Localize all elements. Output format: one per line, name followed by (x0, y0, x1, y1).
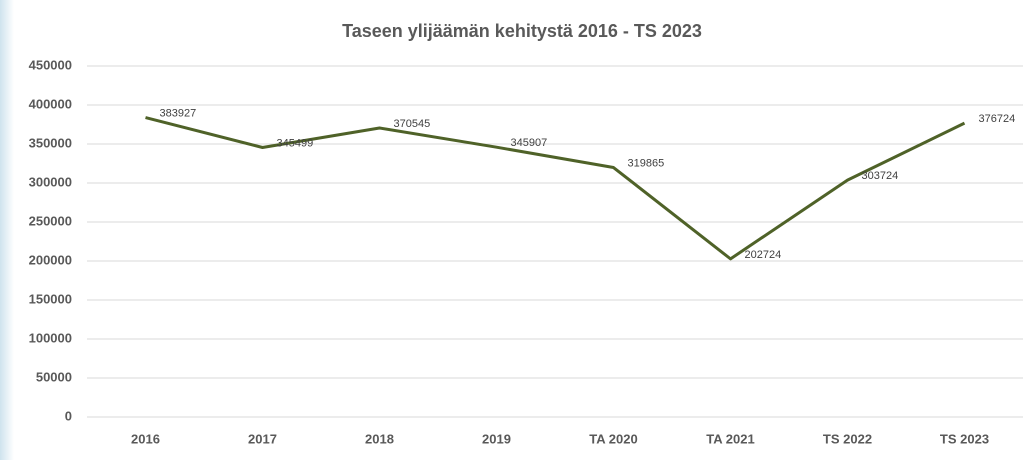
data-label: 319865 (628, 157, 665, 169)
y-tick-label: 400000 (29, 96, 72, 111)
data-label: 383927 (160, 107, 197, 119)
x-tick-label: TS 2023 (940, 431, 989, 446)
slide-edge (0, 0, 14, 460)
y-tick-label: 350000 (29, 135, 72, 150)
y-tick-label: 100000 (29, 330, 72, 345)
x-tick-label: TA 2021 (706, 431, 754, 446)
data-label: 370545 (394, 118, 431, 130)
x-tick-label: 2017 (248, 431, 277, 446)
y-tick-label: 200000 (29, 252, 72, 267)
chart-title: Taseen ylijäämän kehitystä 2016 - TS 202… (342, 21, 702, 41)
data-label: 345907 (511, 137, 548, 149)
x-tick-label: TS 2022 (823, 431, 872, 446)
x-tick-label: TA 2020 (589, 431, 637, 446)
x-tick-label: 2019 (482, 431, 511, 446)
data-label: 376724 (979, 113, 1016, 125)
data-line (145, 116, 966, 261)
y-tick-label: 250000 (29, 213, 72, 228)
y-tick-label: 150000 (29, 291, 72, 306)
data-label: 345499 (277, 137, 314, 149)
data-label: 303724 (862, 170, 899, 182)
y-tick-label: 450000 (29, 57, 72, 72)
y-tick-label: 0 (65, 408, 72, 423)
y-tick-label: 50000 (36, 369, 72, 384)
x-tick-label: 2018 (365, 431, 394, 446)
x-tick-label: 2016 (131, 431, 160, 446)
data-label: 202724 (745, 249, 782, 261)
y-tick-label: 300000 (29, 174, 72, 189)
